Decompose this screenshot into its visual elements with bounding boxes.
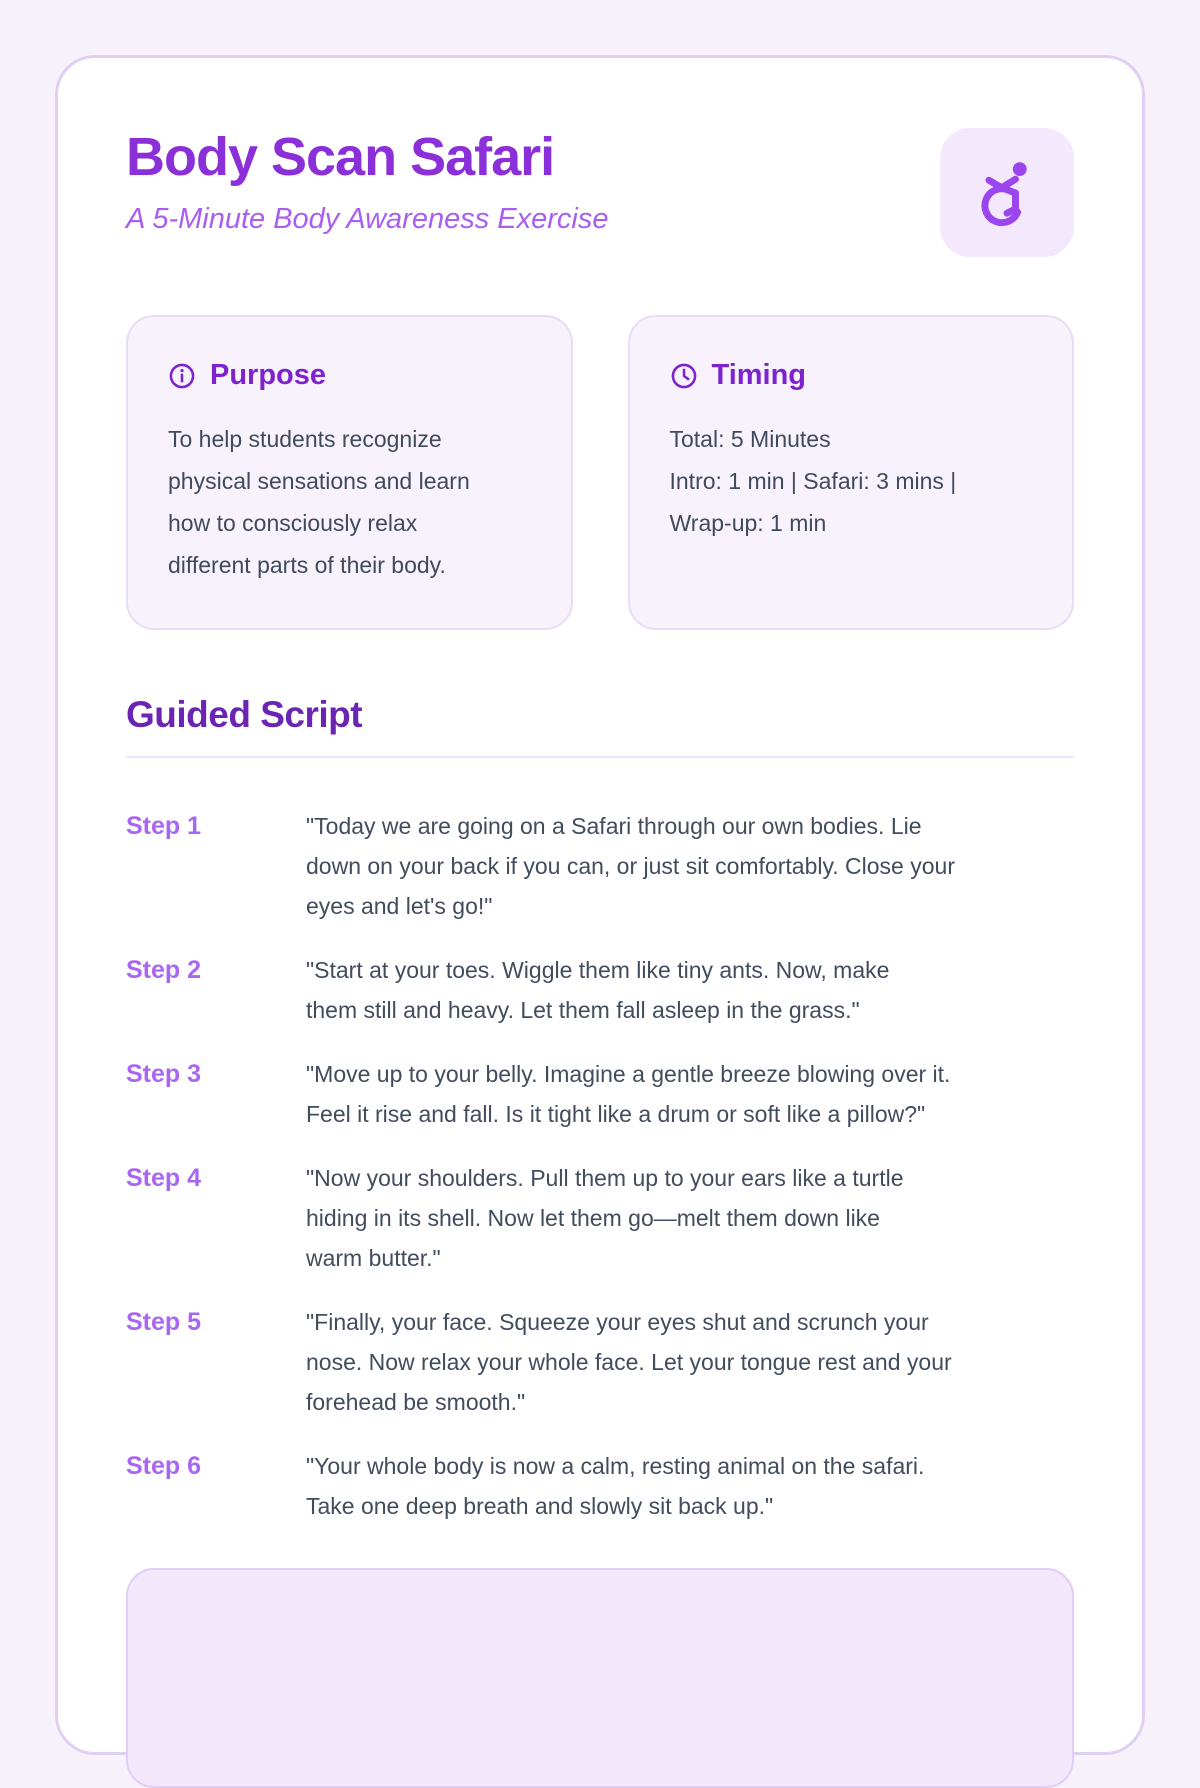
- clock-icon: [670, 362, 698, 390]
- purpose-heading: Purpose: [168, 359, 531, 392]
- page-subtitle: A 5-Minute Body Awareness Exercise: [126, 203, 609, 236]
- step-label: Step 5: [126, 1308, 202, 1336]
- step-label: Step 6: [126, 1452, 202, 1480]
- step-row: Step 1 "Today we are going on a Safari t…: [126, 806, 1074, 926]
- purpose-card: Purpose To help students recognize physi…: [126, 315, 573, 630]
- timing-card: Timing Total: 5 Minutes Intro: 1 min | S…: [627, 315, 1074, 630]
- section-divider: [126, 756, 1074, 758]
- purpose-text: To help students recognize physical sens…: [168, 426, 470, 578]
- footer-card: [126, 1568, 1074, 1788]
- step-text: "Your whole body is now a calm, resting …: [306, 1453, 925, 1519]
- step-row: Step 5 "Finally, your face. Squeeze your…: [126, 1302, 1074, 1422]
- timing-text: Total: 5 Minutes Intro: 1 min | Safari: …: [669, 426, 957, 536]
- summary-cards: Purpose To help students recognize physi…: [126, 315, 1074, 630]
- step-text: "Today we are going on a Safari through …: [306, 813, 955, 919]
- timing-heading-label: Timing: [711, 359, 807, 391]
- header: Body Scan Safari A 5-Minute Body Awarene…: [126, 127, 1074, 257]
- worksheet-card: Body Scan Safari A 5-Minute Body Awarene…: [55, 55, 1145, 1788]
- step-label: Step 3: [126, 1060, 202, 1088]
- step-row: Step 4 "Now your shoulders. Pull them up…: [126, 1158, 1074, 1278]
- step-text: "Move up to your belly. Imagine a gentle…: [306, 1061, 951, 1127]
- accessible-wheelchair-icon: [940, 128, 1074, 257]
- guided-script-heading: Guided Script: [126, 694, 363, 735]
- steps-list: Step 1 "Today we are going on a Safari t…: [126, 806, 1074, 1526]
- title-block: Body Scan Safari A 5-Minute Body Awarene…: [126, 127, 609, 236]
- info-icon: [168, 362, 196, 390]
- purpose-heading-label: Purpose: [210, 359, 327, 391]
- step-label: Step 1: [126, 812, 202, 840]
- page-title: Body Scan Safari: [126, 127, 555, 187]
- step-text: "Now your shoulders. Pull them up to you…: [306, 1165, 904, 1271]
- step-row: Step 3 "Move up to your belly. Imagine a…: [126, 1054, 1074, 1134]
- step-text: "Start at your toes. Wiggle them like ti…: [306, 957, 890, 1023]
- guided-script-section: Guided Script Step 1 "Today we are going…: [126, 694, 1074, 1788]
- step-text: "Finally, your face. Squeeze your eyes s…: [306, 1309, 952, 1415]
- step-row: Step 6 "Your whole body is now a calm, r…: [126, 1446, 1074, 1526]
- step-row: Step 2 "Start at your toes. Wiggle them …: [126, 950, 1074, 1030]
- timing-heading: Timing: [670, 359, 1033, 392]
- step-label: Step 2: [126, 956, 202, 984]
- step-label: Step 4: [126, 1164, 202, 1192]
